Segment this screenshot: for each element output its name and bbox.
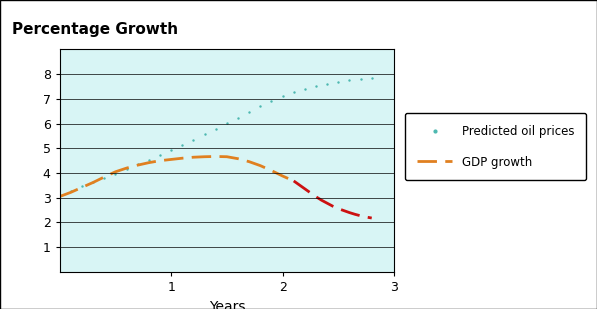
Text: Percentage Growth: Percentage Growth (12, 22, 178, 37)
X-axis label: Years: Years (208, 299, 245, 309)
Legend: Predicted oil prices, GDP growth: Predicted oil prices, GDP growth (405, 113, 586, 180)
